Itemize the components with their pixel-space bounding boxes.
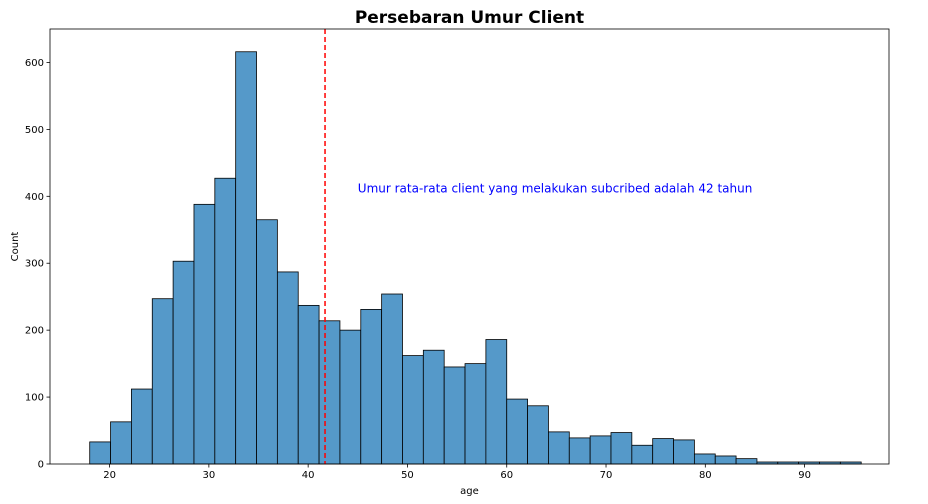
histogram-bar [131,388,153,465]
histogram-bar [568,437,591,465]
x-tick-label: 70 [600,470,613,481]
y-axis-label: Count [10,232,21,262]
x-tick-label: 40 [302,470,315,481]
x-axis-label: age [460,486,479,497]
y-tick-label: 300 [25,259,44,270]
histogram-bar [256,219,278,465]
x-tick-label: 30 [202,470,215,481]
histogram-bar [339,329,362,465]
histogram-bar [673,439,695,465]
histogram-bar [422,349,445,465]
x-tick-label: 20 [103,470,116,481]
histogram-bar [714,455,737,465]
histogram-bar [735,458,758,465]
histogram-bar [318,320,341,465]
histogram-bar [631,444,654,465]
histogram-bar [548,431,570,465]
y-tick-label: 200 [25,326,44,337]
y-tick-label: 500 [25,125,44,136]
histogram-bar [464,363,487,465]
y-tick-label: 600 [25,58,44,69]
histogram-bar [610,432,633,465]
chart-title: Persebaran Umur Client [355,8,584,28]
histogram-bar [276,271,299,465]
histogram-bar [652,438,674,465]
histogram-bar [89,441,111,465]
x-tick-label: 80 [699,470,712,481]
histogram-bar [235,51,257,465]
histogram-bar [589,435,612,465]
x-axis: 20 30 40 50 60 70 80 90 [103,464,811,481]
y-axis: 0 100 200 300 400 500 600 [25,58,50,471]
y-tick-label: 400 [25,192,44,203]
bars-group [89,51,862,465]
mean-annotation: Umur rata-rata client yang melakukan sub… [358,181,753,195]
histogram-bar [381,293,403,465]
y-tick-label: 0 [38,460,44,471]
histogram-bar [506,398,528,465]
histogram-bar [402,355,424,465]
x-tick-label: 50 [401,470,414,481]
histogram-bar [172,260,195,465]
histogram-bar [214,177,237,465]
histogram-bar [151,298,174,465]
histogram-bar [110,421,132,465]
histogram-bar [527,405,549,465]
histogram-bar [443,366,466,465]
histogram-bar [693,453,716,465]
histogram-bar [193,203,216,465]
plot-frame [49,28,890,465]
histogram-bar [485,339,508,465]
x-tick-label: 90 [798,470,811,481]
y-tick-label: 100 [25,393,44,404]
x-tick-label: 60 [500,470,513,481]
histogram-bar [297,304,320,465]
histogram-bar [360,309,383,465]
